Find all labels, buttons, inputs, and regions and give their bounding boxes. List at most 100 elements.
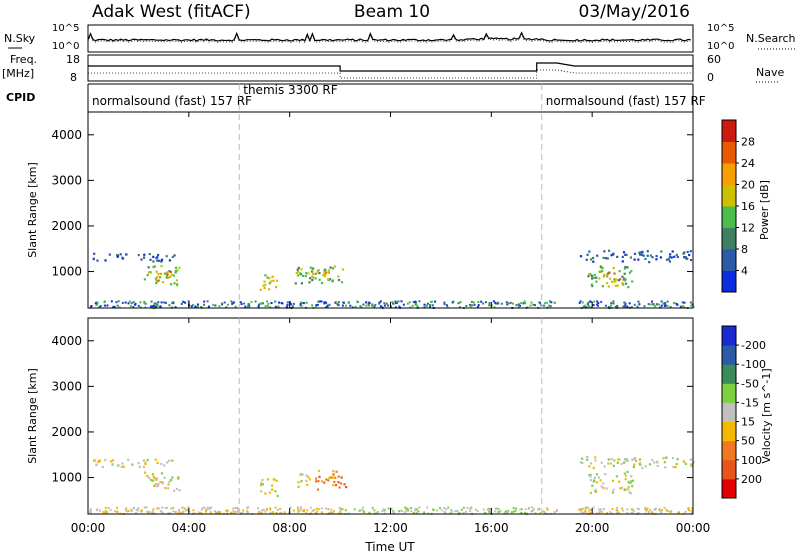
heatmap-cell bbox=[598, 508, 601, 511]
heatmap-cell bbox=[317, 508, 320, 511]
heatmap-cell bbox=[117, 300, 120, 303]
heatmap-cell bbox=[147, 512, 150, 515]
heatmap-cell bbox=[311, 509, 314, 512]
heatmap-cell bbox=[588, 250, 591, 253]
heatmap-cell bbox=[470, 506, 473, 509]
heatmap-cell bbox=[271, 275, 274, 278]
heatmap-cell bbox=[179, 512, 182, 515]
heatmap-cell bbox=[423, 303, 426, 306]
heatmap-cell bbox=[89, 511, 92, 514]
heatmap-cell bbox=[684, 462, 687, 465]
heatmap-cell bbox=[509, 301, 512, 304]
heatmap-cell bbox=[553, 301, 556, 304]
heatmap-cell bbox=[664, 466, 667, 469]
heatmap-cell bbox=[495, 507, 498, 510]
heatmap-cell bbox=[545, 507, 548, 510]
heatmap-cell bbox=[676, 303, 679, 306]
heatmap-cell bbox=[337, 303, 340, 306]
heatmap-cell bbox=[134, 303, 136, 306]
freq-label: Freq. bbox=[10, 53, 37, 66]
heatmap-cell bbox=[374, 304, 377, 306]
heatmap-cell bbox=[281, 302, 284, 305]
heatmap-cell bbox=[597, 476, 600, 479]
heatmap-cell bbox=[610, 458, 613, 461]
heatmap-cell bbox=[260, 481, 263, 484]
heatmap-cell bbox=[615, 278, 618, 281]
heatmap-cell bbox=[283, 511, 286, 514]
heatmap-cell bbox=[152, 509, 154, 512]
heatmap-cell bbox=[144, 461, 147, 464]
x-axis: 00:00 04:00 08:00 12:00 16:00 20:00 00:00 bbox=[71, 84, 710, 535]
heatmap-cell bbox=[620, 462, 623, 465]
heatmap-cell bbox=[628, 491, 631, 494]
heatmap-cell bbox=[621, 260, 624, 263]
heatmap-cell bbox=[328, 476, 331, 479]
heatmap-cell bbox=[669, 253, 672, 256]
heatmap-cell bbox=[113, 510, 116, 513]
heatmap-cell bbox=[151, 473, 154, 476]
heatmap-cell bbox=[621, 255, 624, 258]
heatmap-cell bbox=[589, 508, 592, 511]
heatmap-cell bbox=[159, 305, 162, 308]
heatmap-cell bbox=[161, 506, 164, 509]
heatmap-cell bbox=[668, 260, 671, 263]
heatmap-cell bbox=[303, 508, 306, 511]
heatmap-cell bbox=[631, 485, 634, 488]
heatmap-cell bbox=[604, 257, 608, 260]
heatmap-cell bbox=[392, 302, 395, 305]
heatmap-cell bbox=[630, 480, 633, 483]
heatmap-cell bbox=[155, 270, 158, 273]
heatmap-cell bbox=[317, 269, 320, 272]
heatmap-cell bbox=[314, 272, 317, 275]
heatmap-cell bbox=[542, 510, 545, 513]
heatmap-cell bbox=[270, 302, 273, 304]
heatmap-cell bbox=[543, 304, 545, 307]
heatmap-cell bbox=[415, 512, 418, 515]
heatmap-cell bbox=[130, 508, 133, 511]
heatmap-cell bbox=[515, 304, 518, 307]
heatmap-cell bbox=[602, 508, 605, 510]
heatmap-cell bbox=[234, 507, 237, 509]
heatmap-cell bbox=[627, 488, 630, 491]
heatmap-cell bbox=[110, 300, 113, 303]
heatmap-cell bbox=[639, 463, 642, 466]
heatmap-cell bbox=[296, 274, 300, 277]
heatmap-cell bbox=[169, 479, 173, 482]
heatmap-cell bbox=[497, 510, 500, 513]
heatmap-cell bbox=[626, 512, 629, 515]
heatmap-cell bbox=[655, 258, 658, 261]
heatmap-cell bbox=[154, 483, 157, 486]
heatmap-cell bbox=[186, 509, 189, 511]
heatmap-cell bbox=[512, 302, 514, 305]
heatmap-cell bbox=[514, 509, 517, 512]
heatmap-cell bbox=[603, 273, 606, 276]
heatmap-cell bbox=[218, 305, 221, 308]
heatmap-cell bbox=[152, 508, 155, 511]
heatmap-cell bbox=[362, 303, 365, 306]
heatmap-cell bbox=[104, 259, 107, 262]
heatmap-cell bbox=[469, 507, 472, 510]
heatmap-cell bbox=[227, 303, 229, 306]
heatmap-cell bbox=[636, 305, 639, 308]
heatmap-cell bbox=[143, 506, 146, 509]
heatmap-cell bbox=[492, 300, 495, 303]
heatmap-cell bbox=[316, 510, 318, 513]
heatmap-cell bbox=[598, 511, 601, 514]
heatmap-cell bbox=[320, 281, 324, 285]
heatmap-cell bbox=[549, 300, 551, 303]
heatmap-cell bbox=[406, 302, 409, 305]
heatmap-cell bbox=[232, 512, 235, 515]
heatmap-cell bbox=[264, 283, 267, 286]
colorbar-tick-label: 20 bbox=[741, 179, 755, 192]
heatmap-cell bbox=[339, 512, 342, 515]
heatmap-cell bbox=[682, 252, 685, 255]
heatmap-cell bbox=[315, 480, 318, 483]
heatmap-cell bbox=[690, 304, 693, 307]
heatmap-cell bbox=[272, 279, 275, 282]
heatmap-cell bbox=[271, 484, 274, 487]
heatmap-cell bbox=[169, 283, 173, 286]
heatmap-cell bbox=[586, 303, 589, 306]
heatmap-cell bbox=[305, 512, 308, 515]
nave-label: Nave bbox=[756, 66, 784, 79]
